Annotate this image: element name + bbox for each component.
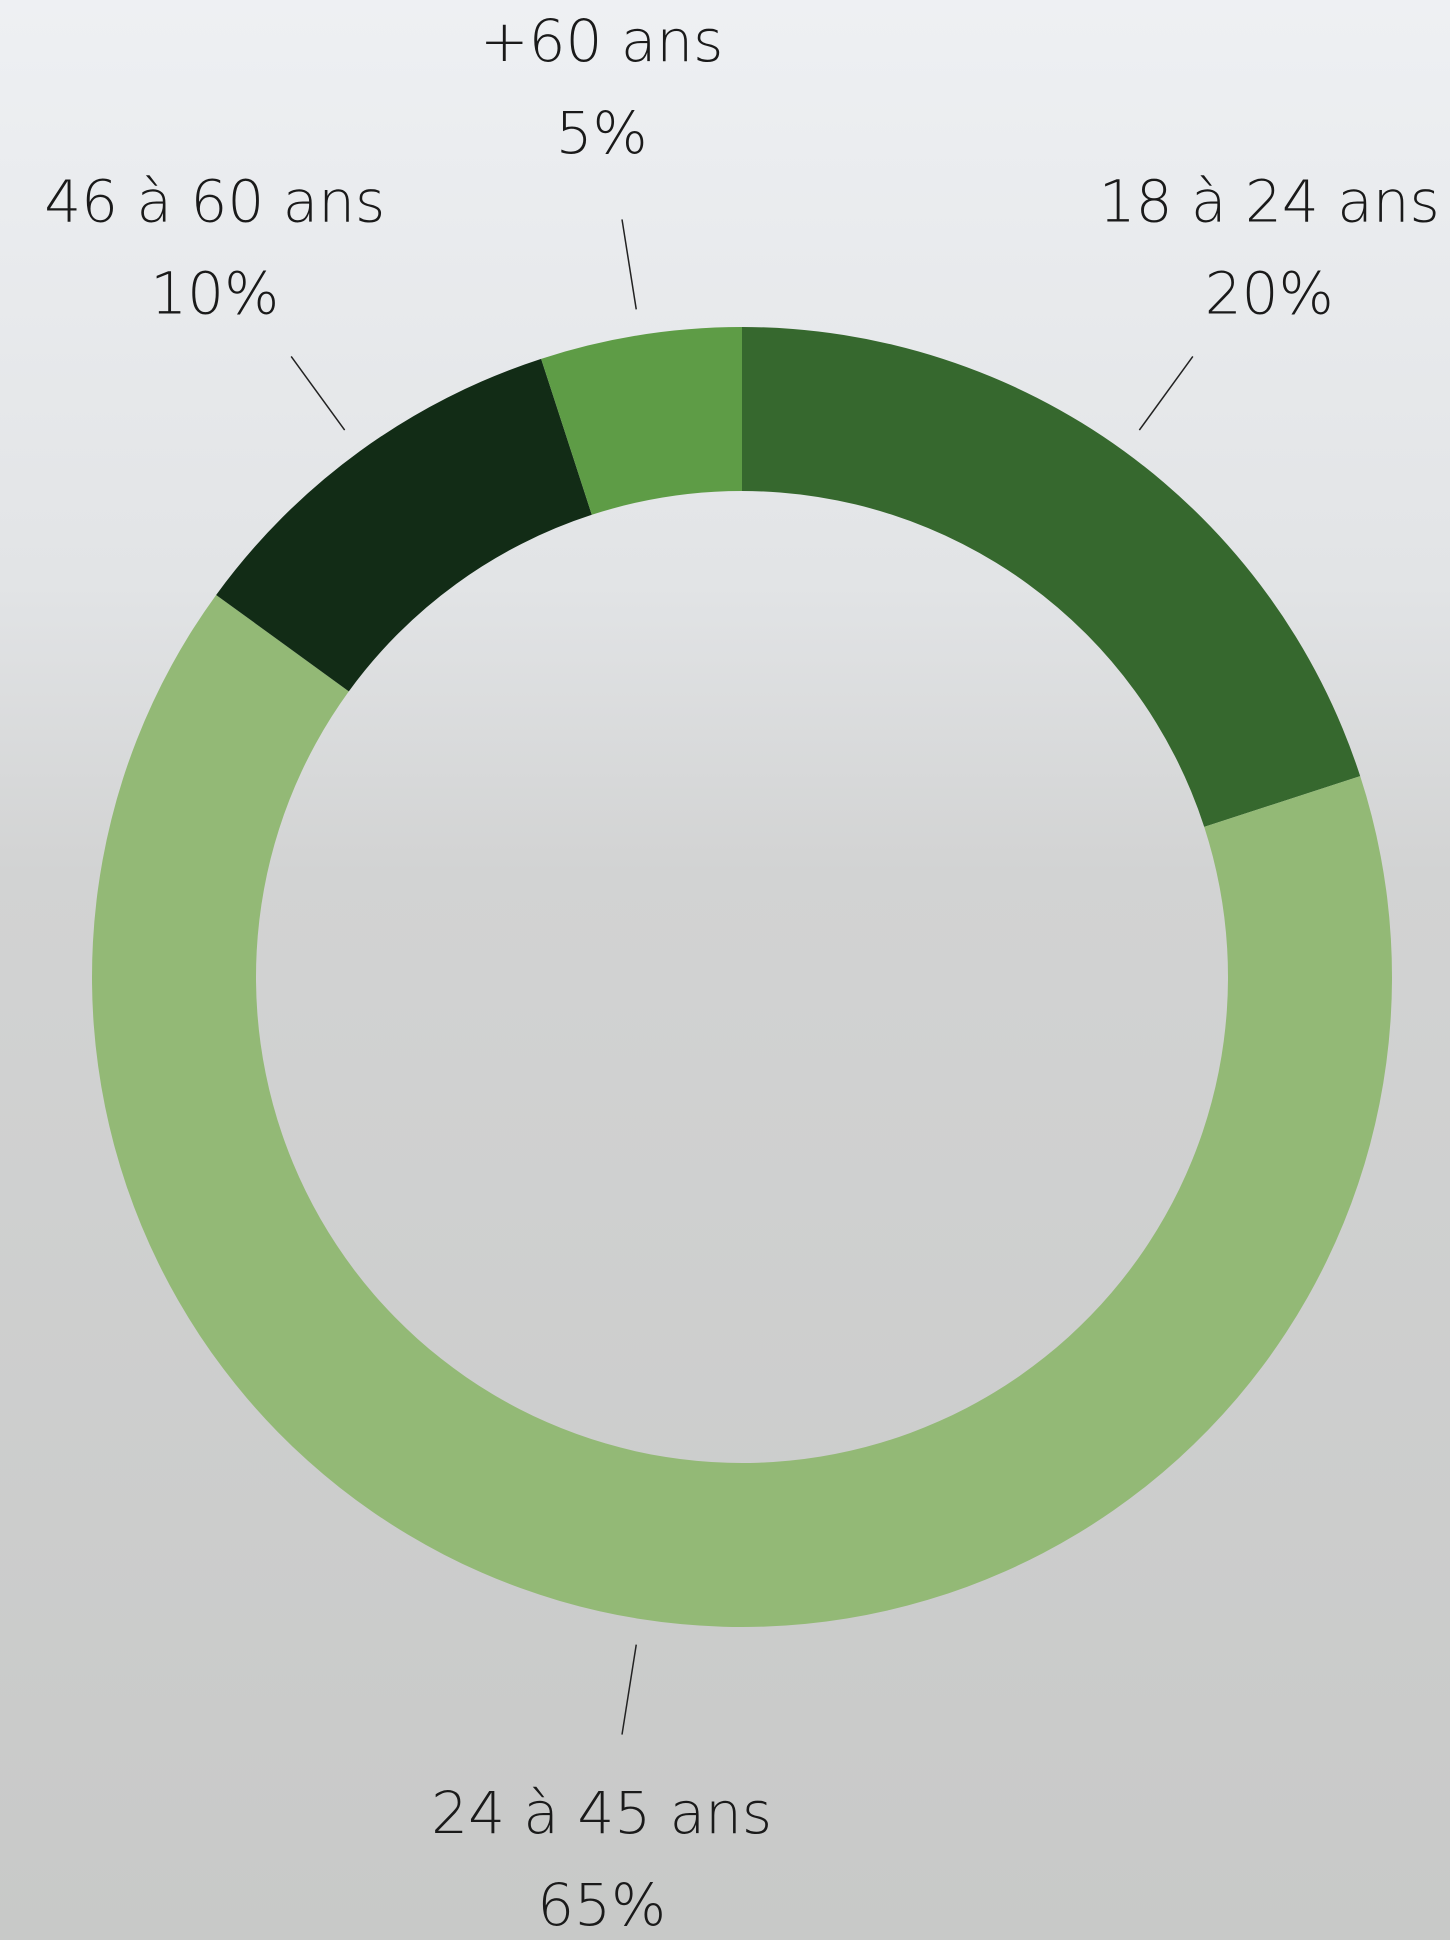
slice-value-label: 65% [537,1871,666,1939]
slice-value-label: 20% [1205,259,1334,327]
page: 18 à 24 ans 20% 24 à 45 ans 65% 46 à 60 ans 1… [0,0,1450,1940]
slice-label: +60 ans [480,7,723,75]
slice-value-label: 10% [150,259,279,327]
slice-label: 24 à 45 ans [431,1779,772,1847]
slice-value-label: 5% [556,99,648,167]
chart: 18 à 24 ans 20% 24 à 45 ans 65% 46 à 60 ans 1… [0,0,1450,1940]
slice-label: 18 à 24 ans [1099,167,1440,235]
slice-label: 46 à 60 ans [44,167,385,235]
